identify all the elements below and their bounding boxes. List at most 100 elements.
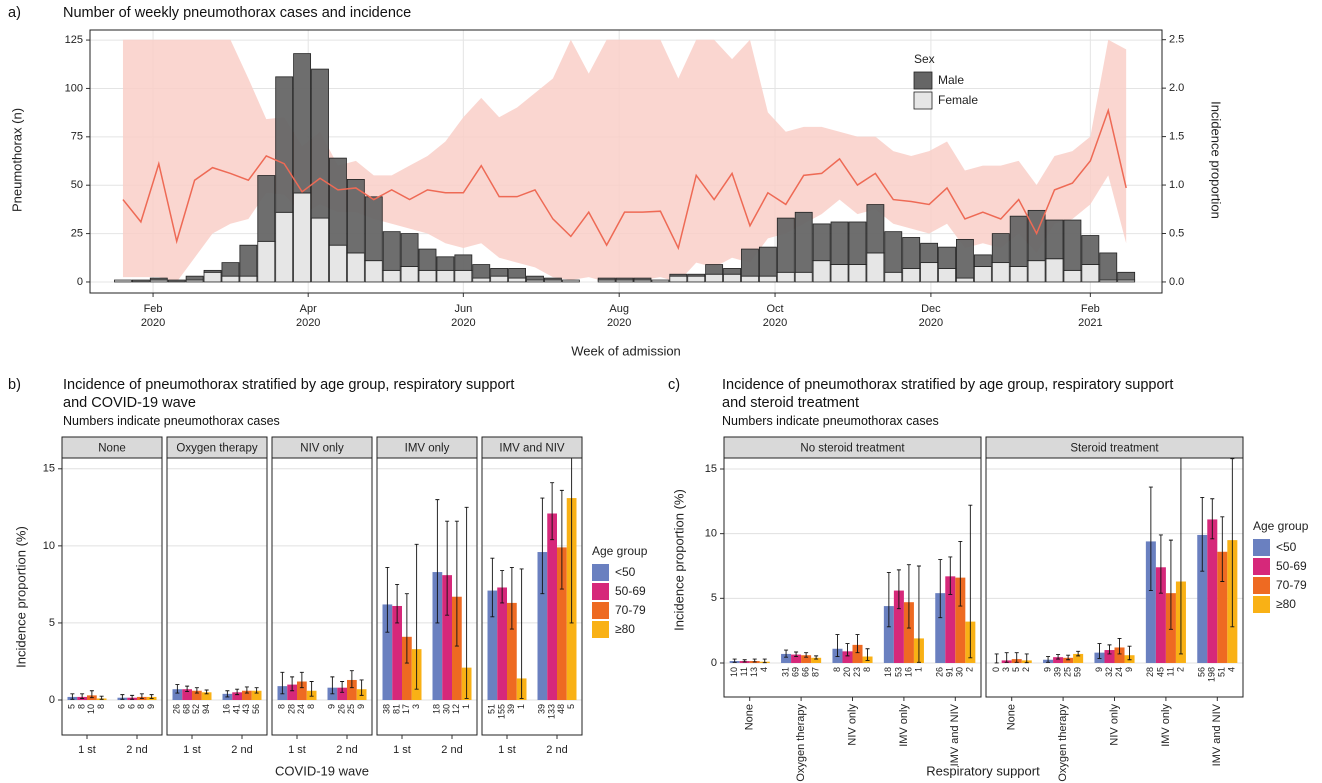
x-tick-label: 2020 xyxy=(451,317,475,329)
bar xyxy=(794,271,813,283)
bar xyxy=(938,268,956,283)
bar xyxy=(257,175,276,242)
bar xyxy=(203,269,222,273)
error-bar xyxy=(1117,637,1122,655)
x-tick-label: 1 st xyxy=(78,744,96,756)
bar xyxy=(633,277,652,281)
case-count: 9 xyxy=(327,704,337,709)
case-count: 8 xyxy=(77,704,87,709)
error-bar xyxy=(149,694,154,699)
error-bar xyxy=(732,658,737,663)
bar xyxy=(852,644,863,663)
error-bar xyxy=(99,695,104,700)
error-bar xyxy=(254,687,259,694)
x-tick-label: NIV only xyxy=(1108,704,1120,746)
bar xyxy=(758,275,777,283)
bar xyxy=(418,248,437,271)
error-bar xyxy=(948,556,953,595)
bar xyxy=(507,602,517,701)
bar xyxy=(275,211,294,283)
bar xyxy=(149,277,168,281)
plot-background xyxy=(167,458,267,735)
bar xyxy=(1009,266,1028,283)
case-count: 43 xyxy=(241,704,251,714)
error-bar xyxy=(175,684,180,694)
error-bar xyxy=(916,565,921,663)
plot-frame xyxy=(61,457,163,736)
error-bar xyxy=(968,504,973,659)
case-count: 16 xyxy=(222,704,232,714)
case-count: 51 xyxy=(1217,667,1227,677)
bar xyxy=(801,655,812,663)
case-count: 198 xyxy=(1207,667,1217,682)
bar xyxy=(903,602,914,663)
bar xyxy=(311,68,329,219)
bar xyxy=(884,231,903,273)
bar xyxy=(973,266,992,283)
bar xyxy=(251,690,262,701)
case-count: 5 xyxy=(67,704,77,709)
error-bar xyxy=(1014,652,1019,663)
case-count: 13 xyxy=(749,667,759,677)
error-bar xyxy=(1168,539,1173,630)
plot-frame xyxy=(985,457,1244,698)
bar xyxy=(866,252,885,283)
case-count: 8 xyxy=(832,667,842,672)
error-bar xyxy=(1158,534,1163,594)
bar xyxy=(669,273,688,277)
facet-label: None xyxy=(98,443,126,455)
bar xyxy=(1099,252,1118,281)
x-axis-label: Week of admission xyxy=(571,343,681,358)
bar xyxy=(884,271,903,283)
bar xyxy=(848,264,867,283)
error-bar xyxy=(194,687,199,694)
case-count: 39 xyxy=(506,704,516,714)
bar xyxy=(776,217,795,273)
y2-tick-label: 2.5 xyxy=(1169,34,1184,46)
x-tick-label: IMV only xyxy=(898,704,910,747)
error-bar xyxy=(330,676,335,695)
case-count: 8 xyxy=(96,704,106,709)
case-count: 6 xyxy=(127,704,137,709)
bar xyxy=(812,223,831,262)
x-tick-label: Feb xyxy=(144,303,163,315)
case-count: 28 xyxy=(1145,667,1155,677)
bar xyxy=(830,264,849,283)
bar xyxy=(167,279,186,283)
facet-label: IMV and NIV xyxy=(499,443,565,455)
bar xyxy=(956,277,974,283)
x-tick-label: Dec xyxy=(921,303,941,315)
bar xyxy=(242,690,252,701)
bar xyxy=(956,238,974,279)
bar xyxy=(346,179,365,254)
error-bar xyxy=(225,690,230,698)
legend-label: <50 xyxy=(615,565,636,579)
bar xyxy=(547,513,557,701)
facet-label: NIV only xyxy=(300,443,344,455)
bar xyxy=(364,260,383,283)
y-tick-label: 15 xyxy=(705,463,717,475)
bar xyxy=(287,684,297,701)
case-count: 0 xyxy=(991,667,1001,672)
chart-subtitle: Numbers indicate pneumothorax cases xyxy=(722,414,939,428)
case-count: 25 xyxy=(1062,667,1072,677)
x-tick-label: 1 st xyxy=(183,744,201,756)
bar xyxy=(935,593,946,663)
bar xyxy=(1207,519,1218,663)
case-count: 28 xyxy=(287,704,297,714)
error-bar xyxy=(1210,498,1215,540)
case-count: 26 xyxy=(172,704,182,714)
bar xyxy=(182,689,192,701)
error-bar xyxy=(1076,650,1081,657)
plot-background xyxy=(62,458,162,735)
bar xyxy=(811,657,822,663)
error-bar xyxy=(385,566,390,633)
case-count: 17 xyxy=(401,704,411,714)
bar xyxy=(955,577,966,663)
case-count: 5 xyxy=(1011,667,1021,672)
case-count: 12 xyxy=(451,704,461,714)
bar xyxy=(347,679,357,701)
bar xyxy=(497,587,507,701)
x-tick-label: 2 nd xyxy=(546,744,567,756)
case-count: 5 xyxy=(566,704,576,709)
